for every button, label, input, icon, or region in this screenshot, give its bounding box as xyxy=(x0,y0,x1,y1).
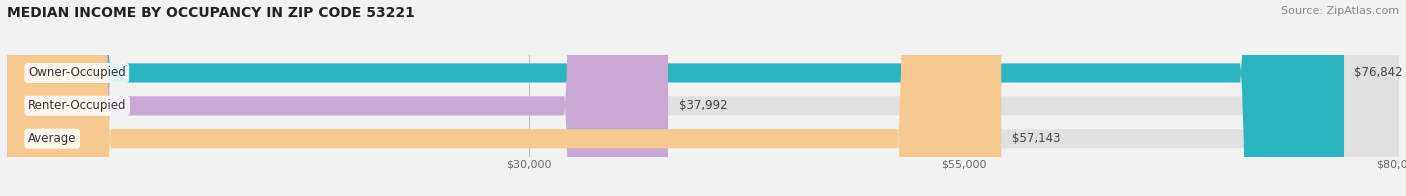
Text: MEDIAN INCOME BY OCCUPANCY IN ZIP CODE 53221: MEDIAN INCOME BY OCCUPANCY IN ZIP CODE 5… xyxy=(7,6,415,20)
FancyBboxPatch shape xyxy=(7,0,1001,196)
Text: $37,992: $37,992 xyxy=(679,99,727,112)
FancyBboxPatch shape xyxy=(7,0,1399,196)
Text: Renter-Occupied: Renter-Occupied xyxy=(28,99,127,112)
Text: Owner-Occupied: Owner-Occupied xyxy=(28,66,125,79)
Text: $57,143: $57,143 xyxy=(1012,132,1060,145)
Text: Average: Average xyxy=(28,132,76,145)
Text: $76,842: $76,842 xyxy=(1354,66,1403,79)
FancyBboxPatch shape xyxy=(7,0,1399,196)
FancyBboxPatch shape xyxy=(7,0,668,196)
Text: Source: ZipAtlas.com: Source: ZipAtlas.com xyxy=(1281,6,1399,16)
FancyBboxPatch shape xyxy=(7,0,1399,196)
FancyBboxPatch shape xyxy=(7,0,1344,196)
